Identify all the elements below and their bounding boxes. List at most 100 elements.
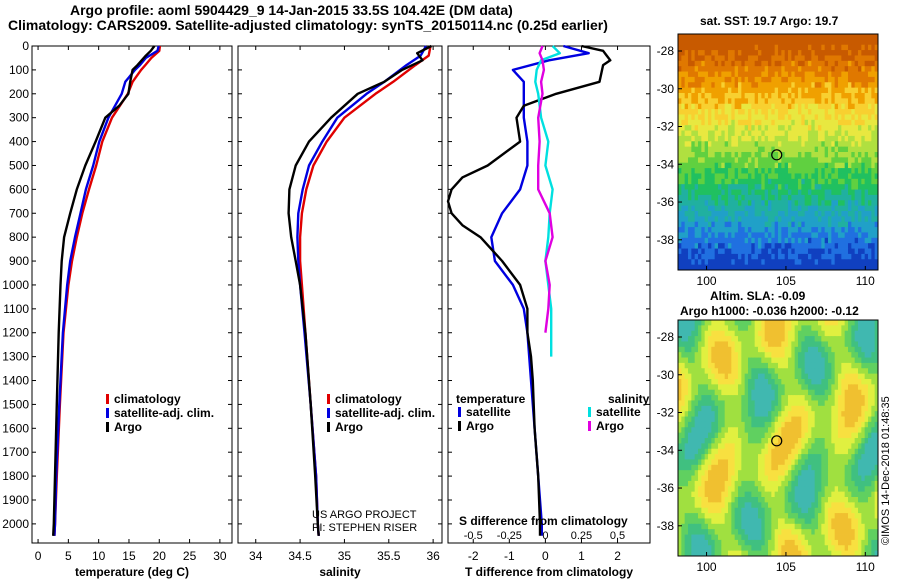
map-cell — [844, 416, 849, 423]
top-tick-label: -0.25 — [497, 530, 522, 542]
map-cell — [864, 346, 869, 353]
map-cell — [868, 443, 872, 450]
map-cell — [828, 325, 832, 332]
map-cell — [781, 259, 786, 266]
map-cell — [838, 119, 842, 126]
map-cell — [804, 475, 809, 482]
map-cell — [681, 373, 686, 380]
map-cell — [854, 135, 859, 142]
map-cell — [691, 470, 696, 476]
map-cell — [784, 243, 789, 249]
map-cell — [708, 130, 712, 137]
map-cell — [754, 87, 759, 94]
map-cell — [831, 66, 836, 72]
map-cell — [854, 103, 859, 110]
map-cell — [801, 427, 806, 434]
map-cell — [771, 368, 776, 375]
map-cell — [818, 178, 822, 185]
map-cell — [818, 82, 822, 89]
map-cell — [751, 119, 756, 126]
map-cell — [868, 352, 872, 358]
map-cell — [794, 259, 799, 266]
map-cell — [814, 464, 819, 471]
map-cell — [854, 320, 859, 326]
map-cell — [698, 34, 702, 40]
map-cell — [771, 114, 776, 121]
map-cell — [704, 421, 709, 428]
map-cell — [731, 87, 736, 94]
map-cell — [868, 211, 872, 217]
map-cell — [731, 221, 736, 228]
map-cell — [874, 103, 879, 110]
map-cell — [828, 421, 832, 428]
map-cell — [741, 248, 746, 255]
map-cell — [728, 66, 732, 72]
map-cell — [741, 325, 746, 332]
map-cell — [688, 405, 692, 412]
map-cell — [858, 491, 862, 498]
map-cell — [694, 168, 699, 174]
map-cell — [751, 357, 756, 364]
map-cell — [701, 82, 706, 89]
map-cell — [818, 464, 822, 471]
map-cell — [684, 373, 689, 380]
map-cell — [724, 400, 729, 407]
map-cell — [741, 368, 746, 375]
map-cell — [858, 454, 862, 460]
map-cell — [778, 130, 782, 137]
map-cell — [774, 357, 779, 364]
map-cell — [854, 109, 859, 115]
map-cell — [808, 60, 812, 67]
map-cell — [718, 162, 722, 169]
map-cell — [858, 368, 862, 375]
map-cell — [824, 50, 829, 56]
map-cell — [798, 325, 802, 332]
map-cell — [711, 320, 716, 326]
map-cell — [771, 50, 776, 56]
map-cell — [781, 421, 786, 428]
map-cell — [781, 146, 786, 153]
map-cell — [861, 227, 866, 233]
map-cell — [708, 50, 712, 56]
map-cell — [688, 362, 692, 369]
map-cell — [808, 189, 812, 196]
map-cell — [778, 141, 782, 148]
map-cell — [708, 491, 712, 498]
map-cell — [834, 475, 839, 482]
map-cell — [828, 146, 832, 153]
map-cell — [784, 459, 789, 466]
map-cell — [758, 194, 762, 201]
map-cell — [814, 373, 819, 380]
map-cell — [801, 60, 806, 67]
map-cell — [698, 130, 702, 137]
map-cell — [788, 427, 792, 434]
map-cell — [694, 464, 699, 471]
map-cell — [728, 162, 732, 169]
map-cell — [698, 87, 702, 94]
map-cell — [824, 232, 829, 239]
map-cell — [818, 173, 822, 180]
map-cell — [788, 141, 792, 148]
map-cell — [701, 421, 706, 428]
map-cell — [861, 357, 866, 364]
map-cell — [708, 71, 712, 78]
map-cell — [741, 194, 746, 201]
map-cell — [768, 194, 772, 201]
map-cell — [758, 427, 762, 434]
map-cell — [871, 491, 876, 498]
map-cell — [868, 411, 872, 417]
map-cell — [808, 141, 812, 148]
map-cell — [811, 189, 816, 196]
map-cell — [808, 448, 812, 455]
map-cell — [848, 427, 852, 434]
map-cell — [861, 162, 866, 169]
map-cell — [764, 448, 769, 455]
y-tick-label: 1500 — [2, 397, 29, 411]
map-cell — [734, 491, 739, 498]
map-cell — [721, 66, 726, 72]
map-cell — [864, 357, 869, 364]
map-cell — [708, 141, 712, 148]
map-cell — [764, 135, 769, 142]
map-cell — [871, 55, 876, 62]
map-cell — [738, 325, 742, 332]
